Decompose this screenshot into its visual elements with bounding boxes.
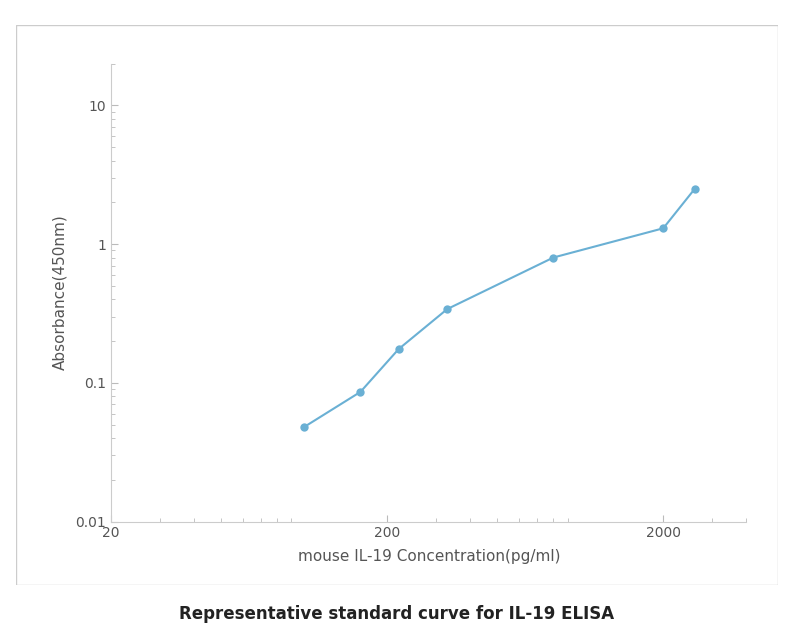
X-axis label: mouse IL-19 Concentration(pg/ml): mouse IL-19 Concentration(pg/ml) [298, 549, 560, 563]
Y-axis label: Absorbance(450nm): Absorbance(450nm) [52, 215, 67, 370]
Text: Representative standard curve for IL-19 ELISA: Representative standard curve for IL-19 … [179, 605, 615, 623]
